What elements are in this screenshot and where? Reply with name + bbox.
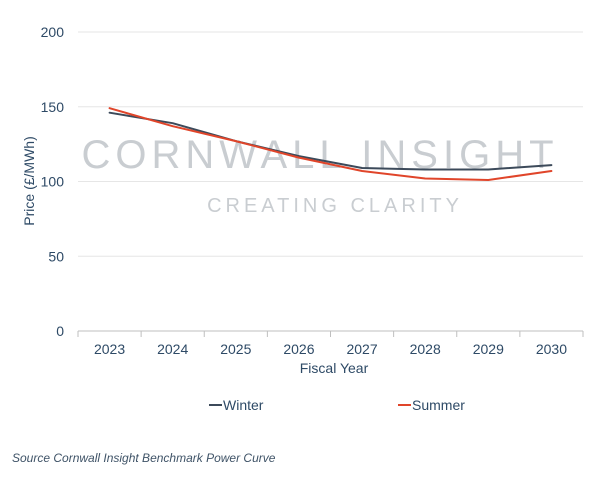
legend: Winter Summer: [209, 397, 465, 413]
x-tick-label: 2027: [346, 341, 377, 357]
x-tick-label: 2028: [410, 341, 441, 357]
x-axis-title: Fiscal Year: [300, 360, 369, 376]
series-line-winter: [108, 111, 553, 171]
series-lines: [108, 107, 553, 181]
y-tick-label: 200: [41, 24, 65, 40]
y-axis-ticks: 0 50 100 150 200: [41, 24, 65, 339]
gridlines: [78, 31, 583, 257]
chart: CORNWALL INSIGHT CREATING CLARITY 0 50 100…: [21, 24, 584, 413]
series-line-summer: [108, 107, 553, 181]
x-axis-ticks: 2023 2024 2025 2026 2027 2028 2029 2030: [77, 331, 584, 357]
x-tick-label: 2024: [157, 341, 188, 357]
y-tick-label: 0: [56, 323, 64, 339]
watermark: CORNWALL INSIGHT CREATING CLARITY: [81, 133, 553, 217]
y-tick-label: 50: [48, 248, 64, 264]
watermark-line-2: CREATING CLARITY: [207, 195, 463, 217]
legend-label-winter: Winter: [223, 397, 264, 413]
y-tick-label: 100: [41, 174, 65, 190]
legend-label-summer: Summer: [412, 397, 465, 413]
y-axis-title: Price (£/MWh): [21, 136, 37, 225]
x-tick-label: 2023: [94, 341, 125, 357]
x-tick-label: 2025: [220, 341, 251, 357]
source-note: Source Cornwall Insight Benchmark Power …: [12, 451, 276, 465]
y-tick-label: 150: [41, 99, 65, 115]
x-tick-label: 2029: [473, 341, 504, 357]
x-tick-label: 2030: [536, 341, 567, 357]
x-tick-label: 2026: [283, 341, 314, 357]
